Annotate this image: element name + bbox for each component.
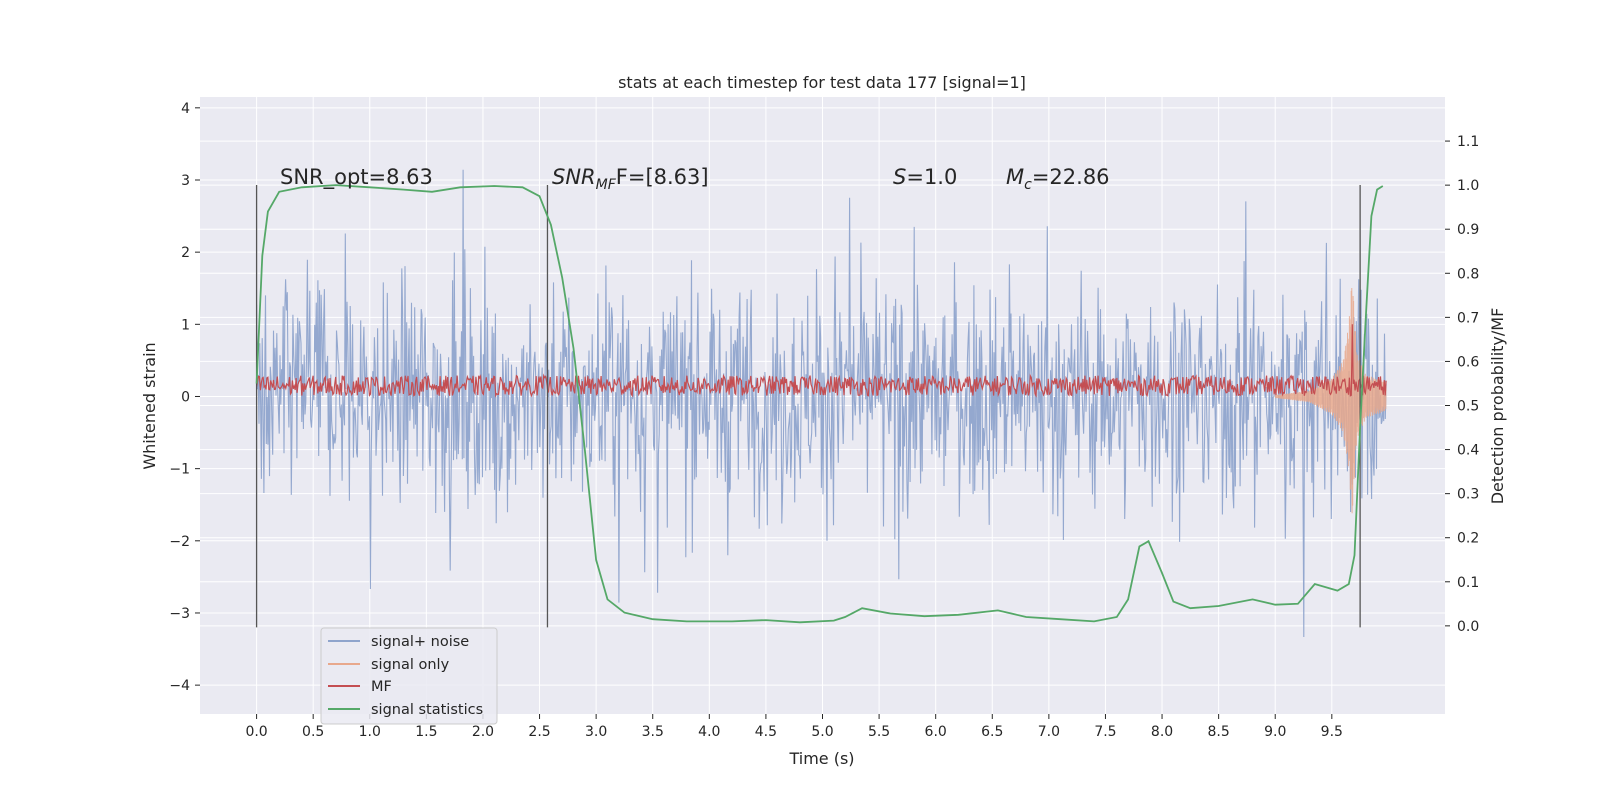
y-tick-label-1: −3 [169,606,190,622]
legend-label-mf: MF [371,679,392,695]
legend-box [320,627,498,725]
y-right-tick-label-5: 0.5 [1457,399,1479,415]
y-right-tick-label-7: 0.7 [1457,310,1479,326]
series-mf-line [256,324,1387,398]
legend-label-signal-noise: signal+ noise [371,634,469,650]
y-axis-label: Whitened strain [140,342,159,469]
y-tick-label-4: 0 [181,389,190,405]
annotation-snr-opt: SNR_opt=8.63 [280,165,433,190]
annotation-snr-mf: SNRMFF=[8.63] [552,165,709,193]
annotation-mc-value: =22.86 [1032,165,1110,189]
y-axis-right-label: Detection probability/MF [1488,308,1507,505]
x-tick-label-5: 2.5 [528,724,550,740]
y-right-tick-label-3: 0.3 [1457,487,1479,503]
axes-layer: 0.0 0.5 1.0 1.5 2.0 2.5 3.0 3.5 4.0 4.5 5.0 5.5 6.0 6… [169,101,1479,740]
y-right-tick-label-10: 1.0 [1457,178,1479,194]
legend-item-signal-statistics: signal statistics [328,702,483,718]
x-tick-label-7: 3.5 [642,724,664,740]
annotation-s-symbol: S [893,165,906,189]
y-tick-label-5: 1 [181,317,190,333]
x-tick-label-18: 9.0 [1264,724,1286,740]
x-tick-label-16: 8.0 [1151,724,1173,740]
x-tick-label-17: 8.5 [1208,724,1230,740]
x-tick-label-1: 0.5 [302,724,324,740]
annotation-mc: Mc=22.86 [1006,165,1110,193]
annotation-s: S=1.0 [893,165,957,189]
series-signal-noise-line [256,169,1387,638]
series-signal-statistics-line [255,184,1384,624]
y-tick-label-6: 2 [181,245,190,261]
x-tick-label-12: 6.0 [925,724,947,740]
y-right-tick-label-2: 0.2 [1457,531,1479,547]
x-tick-label-3: 1.5 [415,724,437,740]
y-tick-label-0: −4 [169,678,190,694]
y-tick-label-8: 4 [181,101,190,117]
y-right-tick-label-9: 0.9 [1457,222,1479,238]
y-right-tick-label-4: 0.4 [1457,443,1479,459]
annotation-snr-mf-symbol: SNR [552,165,596,189]
x-tick-label-2: 1.0 [359,724,381,740]
legend-item-signal-noise: signal+ noise [328,634,469,650]
legend-label-signal-statistics: signal statistics [371,702,483,718]
x-axis-label: Time (s) [788,749,854,768]
x-tick-label-9: 4.5 [755,724,777,740]
y-tick-label-2: −2 [169,534,190,550]
x-tick-label-15: 7.5 [1094,724,1116,740]
x-tick-label-4: 2.0 [472,724,494,740]
x-tick-label-0: 0.0 [245,724,267,740]
x-tick-label-13: 6.5 [981,724,1003,740]
legend-item-signal-only: signal only [328,657,450,673]
y-right-tick-label-11: 1.1 [1457,134,1479,150]
annotation-mc-symbol: M [1006,165,1024,189]
y-right-tick-label-8: 0.8 [1457,266,1479,282]
annotation-s-value: =1.0 [906,165,957,189]
annotations: SNR_opt=8.63 SNRMFF=[8.63] S=1.0 Mc=22.8… [280,165,1110,193]
legend: signal+ noise signal only MF signal stat… [320,627,498,725]
plot-layer [255,169,1387,638]
x-tick-label-19: 9.5 [1321,724,1343,740]
annotation-snr-mf-subscript: MF [596,177,617,193]
annotation-mc-subscript: c [1024,177,1032,193]
y-tick-label-3: −1 [169,462,190,478]
chart-title: stats at each timestep for test data 177… [618,73,1026,92]
legend-item-mf: MF [328,679,392,695]
y-right-tick-label-6: 0.6 [1457,354,1479,370]
x-tick-label-14: 7.0 [1038,724,1060,740]
y-tick-label-7: 3 [181,173,190,189]
x-tick-label-6: 3.0 [585,724,607,740]
legend-label-signal-only: signal only [371,657,450,673]
annotation-snr-mf-value: F=[8.63] [616,165,709,189]
x-tick-label-8: 4.0 [698,724,720,740]
y-right-tick-label-1: 0.1 [1457,575,1479,591]
x-tick-label-11: 5.5 [868,724,890,740]
y-right-tick-label-0: 0.0 [1457,619,1479,635]
x-tick-label-10: 5.0 [811,724,833,740]
